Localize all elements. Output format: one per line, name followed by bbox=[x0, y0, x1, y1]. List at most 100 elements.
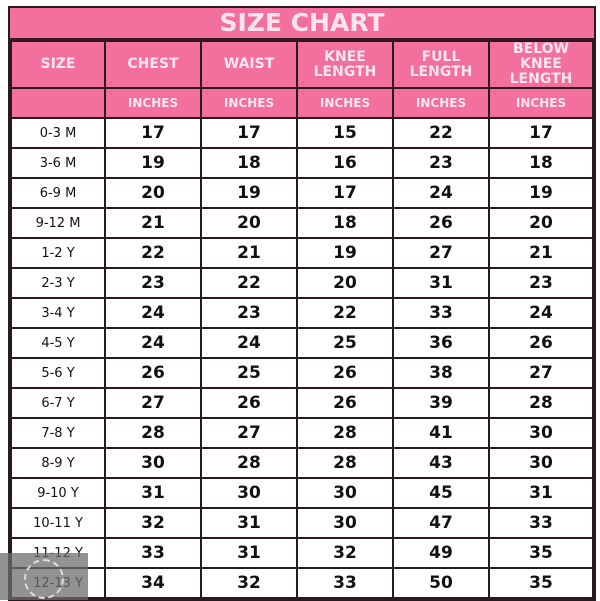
measurement-cell: 33 bbox=[488, 507, 594, 539]
measurement-cell: 28 bbox=[104, 417, 202, 449]
measurement-cell: 18 bbox=[200, 147, 298, 179]
measurement-cell: 22 bbox=[104, 237, 202, 269]
table-row: 1-2 Y 22 21 19 27 21 bbox=[10, 237, 594, 269]
table-row: 5-6 Y 26 25 26 38 27 bbox=[10, 357, 594, 389]
measurement-cell: 19 bbox=[296, 237, 394, 269]
measurement-cell: 50 bbox=[392, 567, 490, 599]
size-cell: 9-12 M bbox=[10, 207, 106, 239]
measurement-cell: 21 bbox=[104, 207, 202, 239]
unit-label bbox=[10, 87, 106, 119]
measurement-cell: 39 bbox=[392, 387, 490, 419]
measurement-cell: 25 bbox=[296, 327, 394, 359]
measurement-cell: 45 bbox=[392, 477, 490, 509]
measurement-cell: 21 bbox=[488, 237, 594, 269]
size-cell: 10-11 Y bbox=[10, 507, 106, 539]
measurement-cell: 20 bbox=[104, 177, 202, 209]
table-row: 9-10 Y 31 30 30 45 31 bbox=[10, 477, 594, 509]
column-header: SIZE bbox=[10, 40, 106, 89]
measurement-cell: 22 bbox=[392, 117, 490, 149]
size-cell: 1-2 Y bbox=[10, 237, 106, 269]
size-cell: 7-8 Y bbox=[10, 417, 106, 449]
measurement-cell: 24 bbox=[488, 297, 594, 329]
table-row: 2-3 Y 23 22 20 31 23 bbox=[10, 267, 594, 299]
table-row: 11-12 Y3331324935 bbox=[10, 537, 594, 569]
measurement-cell: 20 bbox=[200, 207, 298, 239]
size-cell: 3-4 Y bbox=[10, 297, 106, 329]
measurement-cell: 22 bbox=[200, 267, 298, 299]
measurement-cell: 32 bbox=[104, 507, 202, 539]
measurement-cell: 27 bbox=[200, 417, 298, 449]
measurement-cell: 23 bbox=[104, 267, 202, 299]
measurement-cell: 30 bbox=[488, 417, 594, 449]
measurement-cell: 17 bbox=[296, 177, 394, 209]
column-header: KNEE LENGTH bbox=[296, 40, 394, 89]
measurement-cell: 21 bbox=[200, 237, 298, 269]
measurement-cell: 30 bbox=[200, 477, 298, 509]
measurement-cell: 33 bbox=[104, 537, 202, 569]
measurement-cell: 38 bbox=[392, 357, 490, 389]
measurement-cell: 26 bbox=[392, 207, 490, 239]
measurement-cell: 26 bbox=[104, 357, 202, 389]
measurement-cell: 36 bbox=[392, 327, 490, 359]
measurement-cell: 28 bbox=[200, 447, 298, 479]
measurement-cell: 17 bbox=[104, 117, 202, 149]
measurement-cell: 31 bbox=[392, 267, 490, 299]
size-chart: SIZE CHART SIZE CHEST WAIST KNEE LENGTH FULL… bbox=[8, 6, 596, 601]
table-row: 4-5 Y 24 24 25 36 26 bbox=[10, 327, 594, 359]
measurement-cell: 32 bbox=[200, 567, 298, 599]
measurement-cell: 28 bbox=[296, 417, 394, 449]
measurement-cell: 17 bbox=[488, 117, 594, 149]
unit-label: INCHES bbox=[200, 87, 298, 119]
unit-label: INCHES bbox=[296, 87, 394, 119]
measurement-cell: 26 bbox=[296, 357, 394, 389]
measurement-cell: 20 bbox=[488, 207, 594, 239]
measurement-cell: 27 bbox=[392, 237, 490, 269]
column-header: FULL LENGTH bbox=[392, 40, 490, 89]
measurement-cell: 19 bbox=[200, 177, 298, 209]
measurement-cell: 27 bbox=[104, 387, 202, 419]
size-cell: 6-9 M bbox=[10, 177, 106, 209]
table-row: 8-9 Y 30 28 28 43 30 bbox=[10, 447, 594, 479]
chart-title: SIZE CHART bbox=[10, 8, 594, 40]
size-cell: 0-3 M bbox=[10, 117, 106, 149]
measurement-cell: 17 bbox=[200, 117, 298, 149]
measurement-cell: 35 bbox=[488, 537, 594, 569]
measurement-cell: 34 bbox=[104, 567, 202, 599]
measurement-cell: 27 bbox=[488, 357, 594, 389]
measurement-cell: 30 bbox=[104, 447, 202, 479]
size-cell: 6-7 Y bbox=[10, 387, 106, 419]
measurement-cell: 15 bbox=[296, 117, 394, 149]
measurement-cell: 23 bbox=[392, 147, 490, 179]
measurement-cell: 23 bbox=[200, 297, 298, 329]
table-row: 3-6 M 19 18 16 23 18 bbox=[10, 147, 594, 179]
size-cell: 8-9 Y bbox=[10, 447, 106, 479]
table-row: 9-12 M 21 20 18 26 20 bbox=[10, 207, 594, 239]
measurement-cell: 20 bbox=[296, 267, 394, 299]
measurement-cell: 26 bbox=[296, 387, 394, 419]
table-row: 10-11 Y 32 31 30 47 33 bbox=[10, 507, 594, 539]
measurement-cell: 33 bbox=[392, 297, 490, 329]
size-cell: 3-6 M bbox=[10, 147, 106, 179]
measurement-cell: 28 bbox=[296, 447, 394, 479]
measurement-cell: 16 bbox=[296, 147, 394, 179]
header-row: SIZE CHEST WAIST KNEE LENGTH FULL LENGTH BELO… bbox=[10, 40, 594, 89]
unit-label: INCHES bbox=[104, 87, 202, 119]
size-cell: 4-5 Y bbox=[10, 327, 106, 359]
size-cell: 9-10 Y bbox=[10, 477, 106, 509]
size-cell: 2-3 Y bbox=[10, 267, 106, 299]
size-table: SIZE CHEST WAIST KNEE LENGTH FULL LENGTH BELO… bbox=[10, 40, 594, 599]
measurement-cell: 30 bbox=[296, 507, 394, 539]
measurement-cell: 31 bbox=[200, 507, 298, 539]
measurement-cell: 24 bbox=[392, 177, 490, 209]
measurement-cell: 28 bbox=[488, 387, 594, 419]
measurement-cell: 24 bbox=[200, 327, 298, 359]
measurement-cell: 26 bbox=[200, 387, 298, 419]
size-cell: 5-6 Y bbox=[10, 357, 106, 389]
unit-label: INCHES bbox=[392, 87, 490, 119]
measurement-cell: 23 bbox=[488, 267, 594, 299]
measurement-cell: 22 bbox=[296, 297, 394, 329]
units-row: INCHES INCHES INCHES INCHES INCHES bbox=[10, 87, 594, 119]
measurement-cell: 43 bbox=[392, 447, 490, 479]
table-row: 6-7 Y 27 26 26 39 28 bbox=[10, 387, 594, 419]
measurement-cell: 18 bbox=[488, 147, 594, 179]
